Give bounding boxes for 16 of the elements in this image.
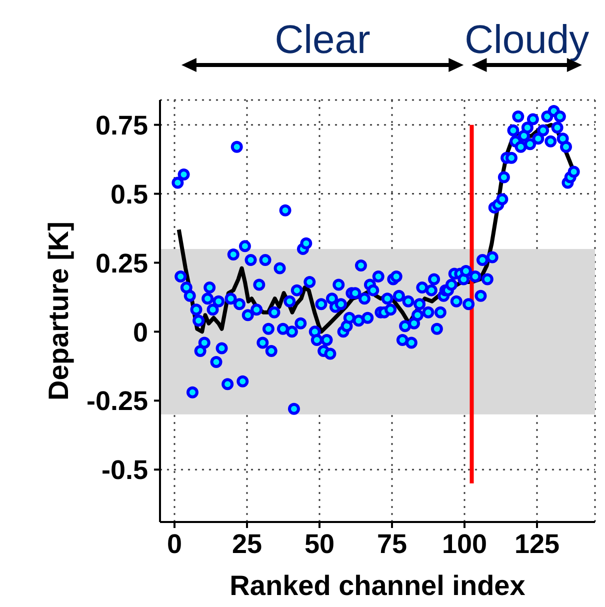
y-tick-label: 0.5	[110, 179, 148, 210]
x-tick-label: 75	[376, 529, 408, 560]
text: Cloudy	[464, 18, 590, 62]
y-tick-label: -0.25	[86, 386, 148, 416]
text: Clear	[274, 18, 370, 62]
x-tick-label: 100	[442, 529, 488, 560]
y-tick-label: 0.25	[95, 248, 148, 278]
y-axis-title: Departure [K]	[42, 222, 74, 400]
x-tick-label: 25	[232, 529, 262, 560]
y-tick-label: -0.5	[101, 455, 148, 486]
y-tick-label: 0.75	[95, 110, 148, 140]
x-tick-label: 50	[304, 529, 335, 560]
y-tick-label: 0	[132, 317, 148, 348]
x-tick-label: 125	[514, 529, 560, 560]
x-axis-title: Ranked channel index	[230, 570, 526, 601]
x-tick-label: 0	[166, 529, 182, 560]
